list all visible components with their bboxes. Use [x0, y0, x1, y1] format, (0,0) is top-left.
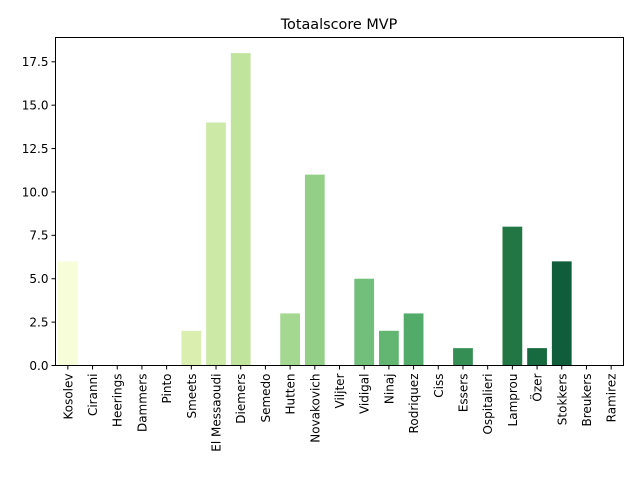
- bar-9: [280, 313, 300, 366]
- bar-7: [230, 53, 251, 366]
- x-tick-label: Vidigal: [358, 374, 372, 415]
- bar-5: [181, 330, 202, 366]
- bar-6: [206, 122, 226, 366]
- x-tick-label: Hutten: [284, 374, 298, 415]
- bar-12: [354, 278, 375, 366]
- y-tick-label: 7.5: [29, 229, 48, 243]
- x-tick-label: Ramirez: [605, 374, 619, 423]
- bar-16: [453, 348, 473, 366]
- bars: [57, 53, 572, 366]
- x-tick-label: Ninaj: [382, 374, 396, 405]
- x-tick-label: Pinto: [160, 374, 174, 404]
- y-tick-label: 0.0: [29, 359, 48, 373]
- y-tick-label: 17.5: [22, 55, 49, 69]
- x-tick-label: Heerings: [111, 374, 125, 428]
- bar-10: [304, 174, 325, 366]
- y-tick-label: 2.5: [29, 315, 48, 329]
- bar-13: [379, 330, 399, 366]
- x-tick-label: Rodriquez: [407, 374, 421, 434]
- y-tick-label: 12.5: [22, 142, 49, 156]
- bar-19: [527, 348, 547, 366]
- x-tick-label: Ospitalieri: [481, 374, 495, 435]
- bar-0: [57, 261, 78, 366]
- x-tick-label: Dammers: [135, 374, 149, 433]
- x-tick-label: Stokkers: [555, 374, 569, 426]
- x-tick-label: Özer: [529, 373, 545, 401]
- y-tick-label: 10.0: [22, 185, 49, 199]
- chart-title: Totaalscore MVP: [280, 17, 398, 33]
- x-tick-label: Essers: [456, 374, 470, 413]
- x-tick-label: Kosolev: [61, 374, 75, 420]
- x-tick-label: Diemers: [234, 374, 248, 424]
- y-axis: 0.0 2.5 5.0 7.5 10.0 12.5 15.0 17.5: [22, 55, 56, 373]
- bar-20: [551, 261, 572, 366]
- x-tick-label: Lamprou: [506, 374, 520, 427]
- x-tick-label: Semedo: [259, 374, 273, 423]
- y-tick-label: 5.0: [29, 272, 48, 286]
- x-tick-label: Novakovich: [308, 374, 322, 443]
- bar-18: [502, 226, 523, 366]
- x-tick-label: Ciss: [432, 374, 446, 398]
- x-tick-label: El Messaoudi: [210, 374, 224, 452]
- x-tick-label: Viljter: [333, 373, 347, 408]
- plot-frame: [55, 37, 624, 366]
- x-tick-label: Breukers: [580, 374, 594, 427]
- x-axis: Kosolev Ciranni Heerings Dammers Pinto Smeets…: [61, 365, 619, 452]
- x-tick-label: Smeets: [185, 374, 199, 419]
- bar-14: [403, 313, 424, 366]
- y-tick-label: 15.0: [22, 98, 49, 112]
- x-tick-label: Ciranni: [86, 374, 100, 417]
